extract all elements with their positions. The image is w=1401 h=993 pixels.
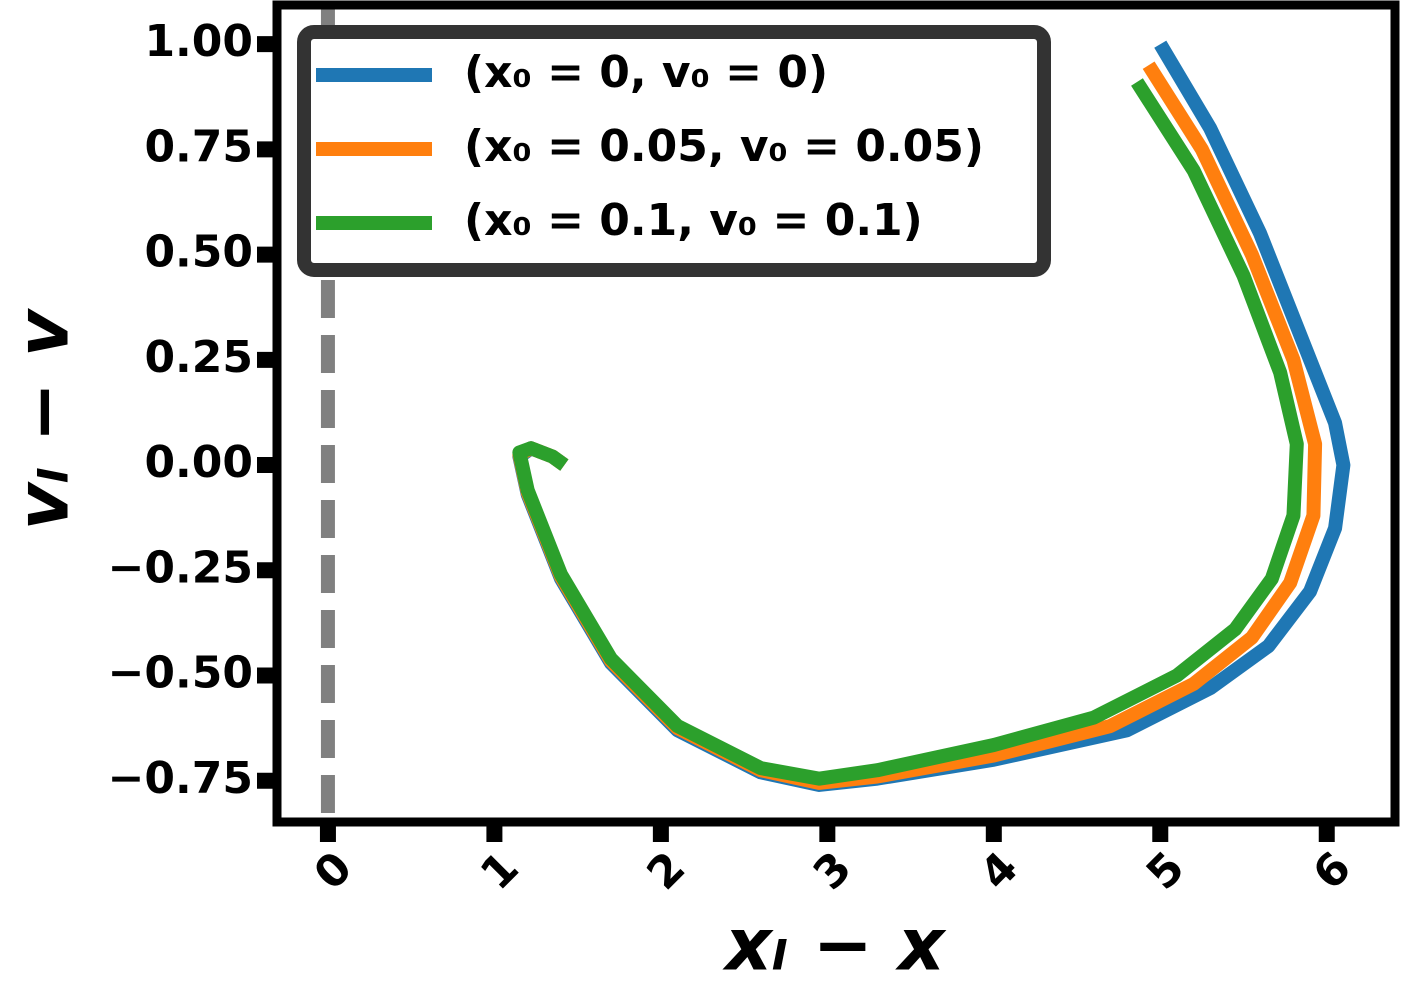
y-tick-label: −0.50	[108, 648, 253, 699]
legend-label: (x₀ = 0.1, v₀ = 0.1)	[464, 195, 923, 246]
x-tick-label: 6	[1303, 842, 1361, 900]
x-axis-label: xₗ − x	[722, 903, 947, 987]
x-tick-label: 4	[970, 842, 1028, 900]
y-axis-label: vₗ − v	[1, 308, 85, 530]
x-tick-label: 3	[804, 842, 862, 900]
y-tick-label: 0.75	[144, 121, 253, 172]
y-tick-label: 0.25	[144, 332, 253, 383]
data-line	[512, 78, 1304, 786]
x-tick-label: 1	[471, 842, 529, 900]
y-tick-label: 0.00	[144, 437, 253, 488]
legend: (x₀ = 0, v₀ = 0) (x₀ = 0.05, v₀ = 0.05) (x…	[297, 25, 1051, 277]
y-tick-label: 0.50	[144, 227, 253, 278]
y-tick-label: −0.25	[108, 542, 253, 593]
legend-box	[297, 25, 1051, 277]
legend-label: (x₀ = 0, v₀ = 0)	[464, 47, 828, 98]
y-tick-label: −0.75	[108, 753, 253, 804]
x-tick-label: 2	[637, 842, 695, 900]
x-tick-label: 0	[304, 842, 362, 900]
legend-label: (x₀ = 0.05, v₀ = 0.05)	[464, 121, 984, 172]
y-tick-label: 1.00	[144, 16, 253, 67]
x-tick-label: 5	[1137, 842, 1195, 900]
plot-frame	[272, 0, 1400, 827]
